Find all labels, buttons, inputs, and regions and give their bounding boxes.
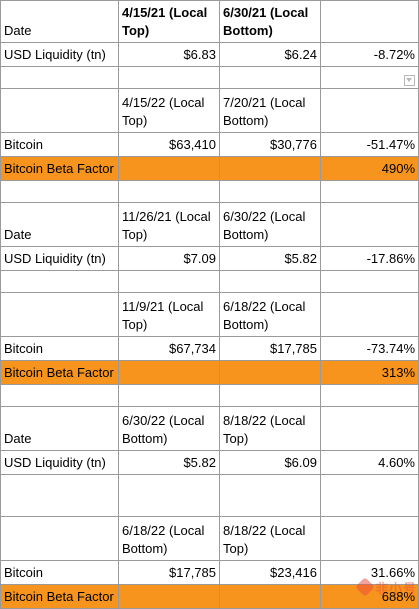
table-row bbox=[1, 181, 419, 203]
row-label bbox=[1, 293, 119, 337]
row-label bbox=[1, 517, 119, 561]
value-cell: $17,785 bbox=[220, 337, 321, 361]
table-row: USD Liquidity (tn) $5.82 $6.09 4.60% bbox=[1, 451, 419, 475]
table-row: 4/15/22 (Local Top) 7/20/21 (Local Botto… bbox=[1, 89, 419, 133]
date-cell: 11/26/21 (Local Top) bbox=[119, 203, 220, 247]
table-row: 6/18/22 (Local Bottom) 8/18/22 (Local To… bbox=[1, 517, 419, 561]
table-row bbox=[1, 271, 419, 293]
value-cell: $6.09 bbox=[220, 451, 321, 475]
filter-dropdown-icon[interactable] bbox=[404, 75, 415, 86]
row-label: Bitcoin bbox=[1, 337, 119, 361]
row-label: Date bbox=[1, 203, 119, 247]
beta-factor-value: 490% bbox=[321, 157, 419, 181]
date-cell: 8/18/22 (Local Top) bbox=[220, 407, 321, 451]
change-cell: 4.60% bbox=[321, 451, 419, 475]
row-label: USD Liquidity (tn) bbox=[1, 43, 119, 67]
row-label: Bitcoin Beta Factor bbox=[1, 585, 119, 609]
column-header-date-2: 6/30/21 (Local Bottom) bbox=[220, 1, 321, 43]
date-cell: 6/18/22 (Local Bottom) bbox=[220, 293, 321, 337]
row-label: Bitcoin Beta Factor bbox=[1, 361, 119, 385]
row-label: USD Liquidity (tn) bbox=[1, 247, 119, 271]
table-row: Bitcoin $63,410 $30,776 -51.47% bbox=[1, 133, 419, 157]
table-row: Date 11/26/21 (Local Top) 6/30/22 (Local… bbox=[1, 203, 419, 247]
beta-factor-row: Bitcoin Beta Factor 313% bbox=[1, 361, 419, 385]
value-cell: $5.82 bbox=[220, 247, 321, 271]
table-row: Date 4/15/21 (Local Top) 6/30/21 (Local … bbox=[1, 1, 419, 43]
table-row: Bitcoin $17,785 $23,416 31.66% bbox=[1, 561, 419, 585]
date-label: Date bbox=[1, 1, 119, 43]
table-row: USD Liquidity (tn) $6.83 $6.24 -8.72% bbox=[1, 43, 419, 67]
change-cell: -51.47% bbox=[321, 133, 419, 157]
date-cell: 8/18/22 (Local Top) bbox=[220, 517, 321, 561]
row-label bbox=[1, 89, 119, 133]
table-row bbox=[1, 475, 419, 517]
row-label: Date bbox=[1, 407, 119, 451]
date-cell: 11/9/21 (Local Top) bbox=[119, 293, 220, 337]
date-cell: 6/30/22 (Local Bottom) bbox=[220, 203, 321, 247]
date-cell: 6/30/22 (Local Bottom) bbox=[119, 407, 220, 451]
watermark-logo-icon bbox=[355, 577, 375, 597]
table-row: 11/9/21 (Local Top) 6/18/22 (Local Botto… bbox=[1, 293, 419, 337]
value-cell: $30,776 bbox=[220, 133, 321, 157]
value-cell: $17,785 bbox=[119, 561, 220, 585]
row-label: USD Liquidity (tn) bbox=[1, 451, 119, 475]
row-label: Bitcoin bbox=[1, 561, 119, 585]
date-cell: 4/15/22 (Local Top) bbox=[119, 89, 220, 133]
table-row bbox=[1, 385, 419, 407]
watermark: 非小号 bbox=[358, 578, 417, 596]
watermark-text: 非小号 bbox=[375, 578, 417, 597]
column-header-date-1: 4/15/21 (Local Top) bbox=[119, 1, 220, 43]
change-cell: -8.72% bbox=[321, 43, 419, 67]
value-cell: $63,410 bbox=[119, 133, 220, 157]
table-row: Date 6/30/22 (Local Bottom) 8/18/22 (Loc… bbox=[1, 407, 419, 451]
table-row: USD Liquidity (tn) $7.09 $5.82 -17.86% bbox=[1, 247, 419, 271]
row-label: Bitcoin Beta Factor bbox=[1, 157, 119, 181]
value-cell: $67,734 bbox=[119, 337, 220, 361]
beta-factor-row: Bitcoin Beta Factor 490% bbox=[1, 157, 419, 181]
value-cell: $7.09 bbox=[119, 247, 220, 271]
value-cell: $23,416 bbox=[220, 561, 321, 585]
table-row: Bitcoin $67,734 $17,785 -73.74% bbox=[1, 337, 419, 361]
value-cell: $6.24 bbox=[220, 43, 321, 67]
change-cell: -73.74% bbox=[321, 337, 419, 361]
date-cell: 6/18/22 (Local Bottom) bbox=[119, 517, 220, 561]
table-row bbox=[1, 67, 419, 89]
change-cell: -17.86% bbox=[321, 247, 419, 271]
beta-factor-value: 313% bbox=[321, 361, 419, 385]
date-cell: 7/20/21 (Local Bottom) bbox=[220, 89, 321, 133]
value-cell: $6.83 bbox=[119, 43, 220, 67]
value-cell: $5.82 bbox=[119, 451, 220, 475]
row-label: Bitcoin bbox=[1, 133, 119, 157]
